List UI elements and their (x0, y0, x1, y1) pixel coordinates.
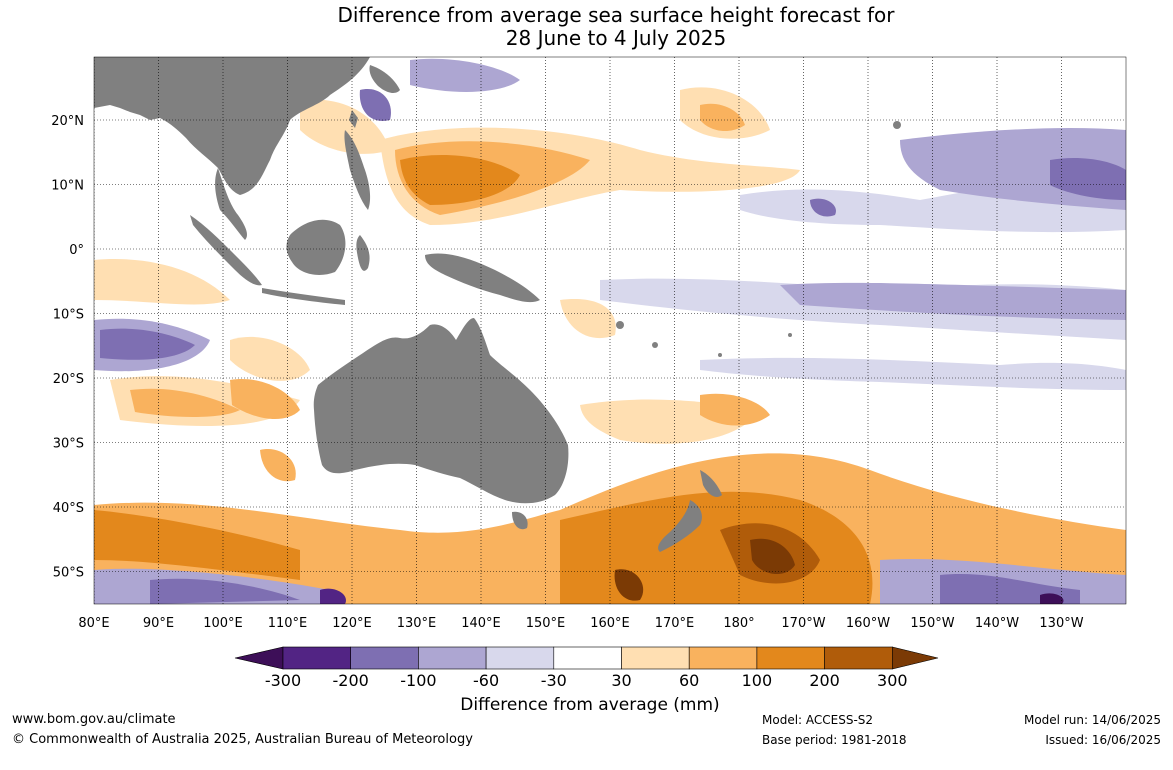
colorbar-swatch (485, 646, 555, 670)
longitude-labels: 80°E 90°E 100°E 110°E 120°E 130°E 140°E 150°E 16… (78, 616, 1083, 631)
land-masses (94, 57, 901, 552)
longitude-label: 130°E (397, 616, 437, 631)
longitude-label: 110°E (268, 616, 308, 631)
colorbar (234, 646, 939, 670)
title-line-2: 28 June to 4 July 2025 (505, 26, 727, 50)
latitude-label: 10°S (53, 308, 84, 323)
latitude-label: 0° (69, 243, 84, 258)
latitude-label: 50°S (53, 566, 84, 581)
colorbar-tick-label: -200 (332, 671, 369, 690)
colorbar-swatch (688, 646, 758, 670)
longitude-label: 90°E (143, 616, 174, 631)
title-line-1: Difference from average sea surface heig… (337, 3, 895, 27)
colorbar-tick-label: 60 (679, 671, 700, 690)
longitude-label: 140°E (461, 616, 501, 631)
longitude-label: 180° (723, 616, 754, 631)
map-title: Difference from average sea surface heig… (0, 4, 1173, 50)
colorbar-swatch (282, 646, 351, 670)
colorbar-tick-label: -300 (264, 671, 302, 690)
longitude-label: 160°W (846, 616, 890, 631)
colorbar-tick-label: 300 (877, 671, 908, 690)
longitude-label: 120°E (332, 616, 372, 631)
latitude-label: 30°S (53, 437, 84, 452)
colorbar-swatch (756, 646, 825, 670)
model-text: Model: ACCESS-S2 (762, 713, 874, 727)
colorbar-max-extend (891, 646, 939, 670)
latitude-label: 40°S (53, 501, 84, 516)
colorbar-tick-label: -30 (540, 671, 567, 690)
longitude-label: 150°W (910, 616, 954, 631)
longitude-label: 170°E (655, 616, 695, 631)
colorbar-swatch (350, 646, 419, 670)
colorbar-swatch (418, 646, 487, 670)
longitude-label: 130°W (1039, 616, 1083, 631)
latitude-labels: 20°N 10°N 0° 10°S 20°S 30°S 40°S 50°S (51, 114, 84, 581)
longitude-label: 80°E (78, 616, 109, 631)
latitude-label: 20°S (53, 372, 84, 387)
longitude-label: 100°E (203, 616, 243, 631)
longitude-label: 150°E (526, 616, 566, 631)
longitude-label: 160°E (590, 616, 630, 631)
colorbar-tick-label: 30 (611, 671, 632, 690)
map-frame (93, 56, 1127, 605)
longitude-label: 140°W (975, 616, 1019, 631)
map-plot-area (94, 57, 1126, 604)
colorbar-swatch (553, 646, 622, 670)
colorbar-title: Difference from average (mm) (460, 695, 720, 715)
longitude-label: 170°W (781, 616, 825, 631)
latitude-label: 10°N (51, 179, 84, 194)
latitude-label: 20°N (51, 114, 84, 129)
graticule (94, 57, 1126, 604)
colorbar-min-extend (234, 646, 284, 670)
colorbar-tick-label: 200 (809, 671, 840, 690)
colorbar-tick-label: 100 (741, 671, 773, 690)
colorbar-swatch (621, 646, 690, 670)
website-link[interactable]: www.bom.gov.au/climate (12, 712, 176, 727)
colorbar-swatch (824, 646, 893, 670)
base-period-text: Base period: 1981-2018 (762, 733, 907, 747)
issued-text: Issued: 16/06/2025 (1045, 733, 1161, 747)
copyright-text: © Commonwealth of Australia 2025, Austra… (12, 732, 473, 747)
model-run-text: Model run: 14/06/2025 (1023, 713, 1161, 727)
colorbar-tick-label: -60 (473, 671, 500, 690)
colorbar-tick-label: -100 (400, 671, 437, 690)
